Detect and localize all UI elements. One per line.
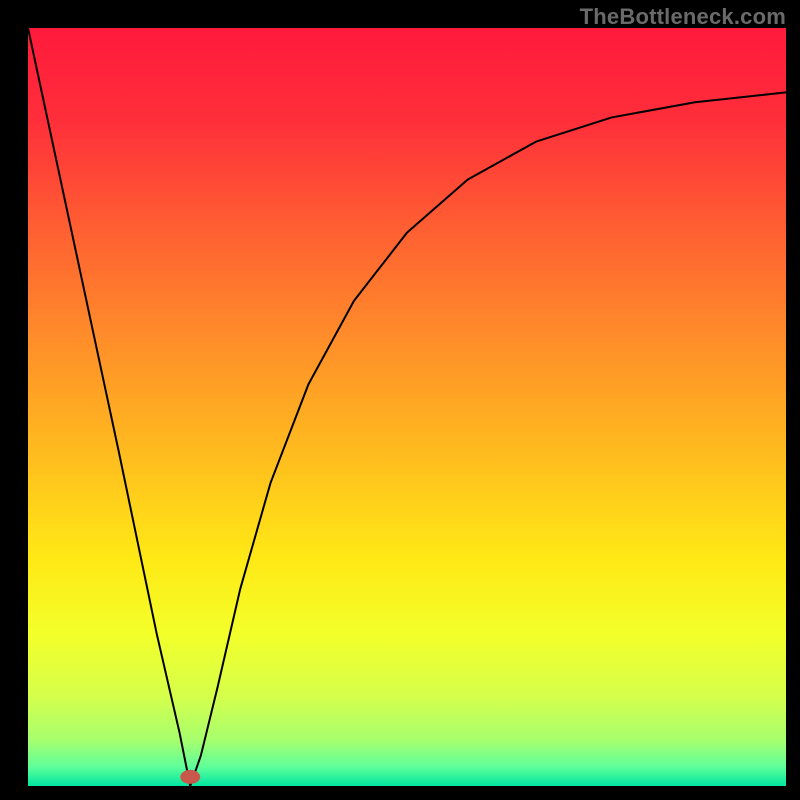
watermark-text: TheBottleneck.com [580, 4, 786, 30]
bottleneck-chart [0, 0, 800, 800]
plot-background [28, 28, 786, 786]
chart-svg-wrap [0, 0, 800, 800]
min-marker [180, 770, 200, 784]
figure-container: TheBottleneck.com [0, 0, 800, 800]
